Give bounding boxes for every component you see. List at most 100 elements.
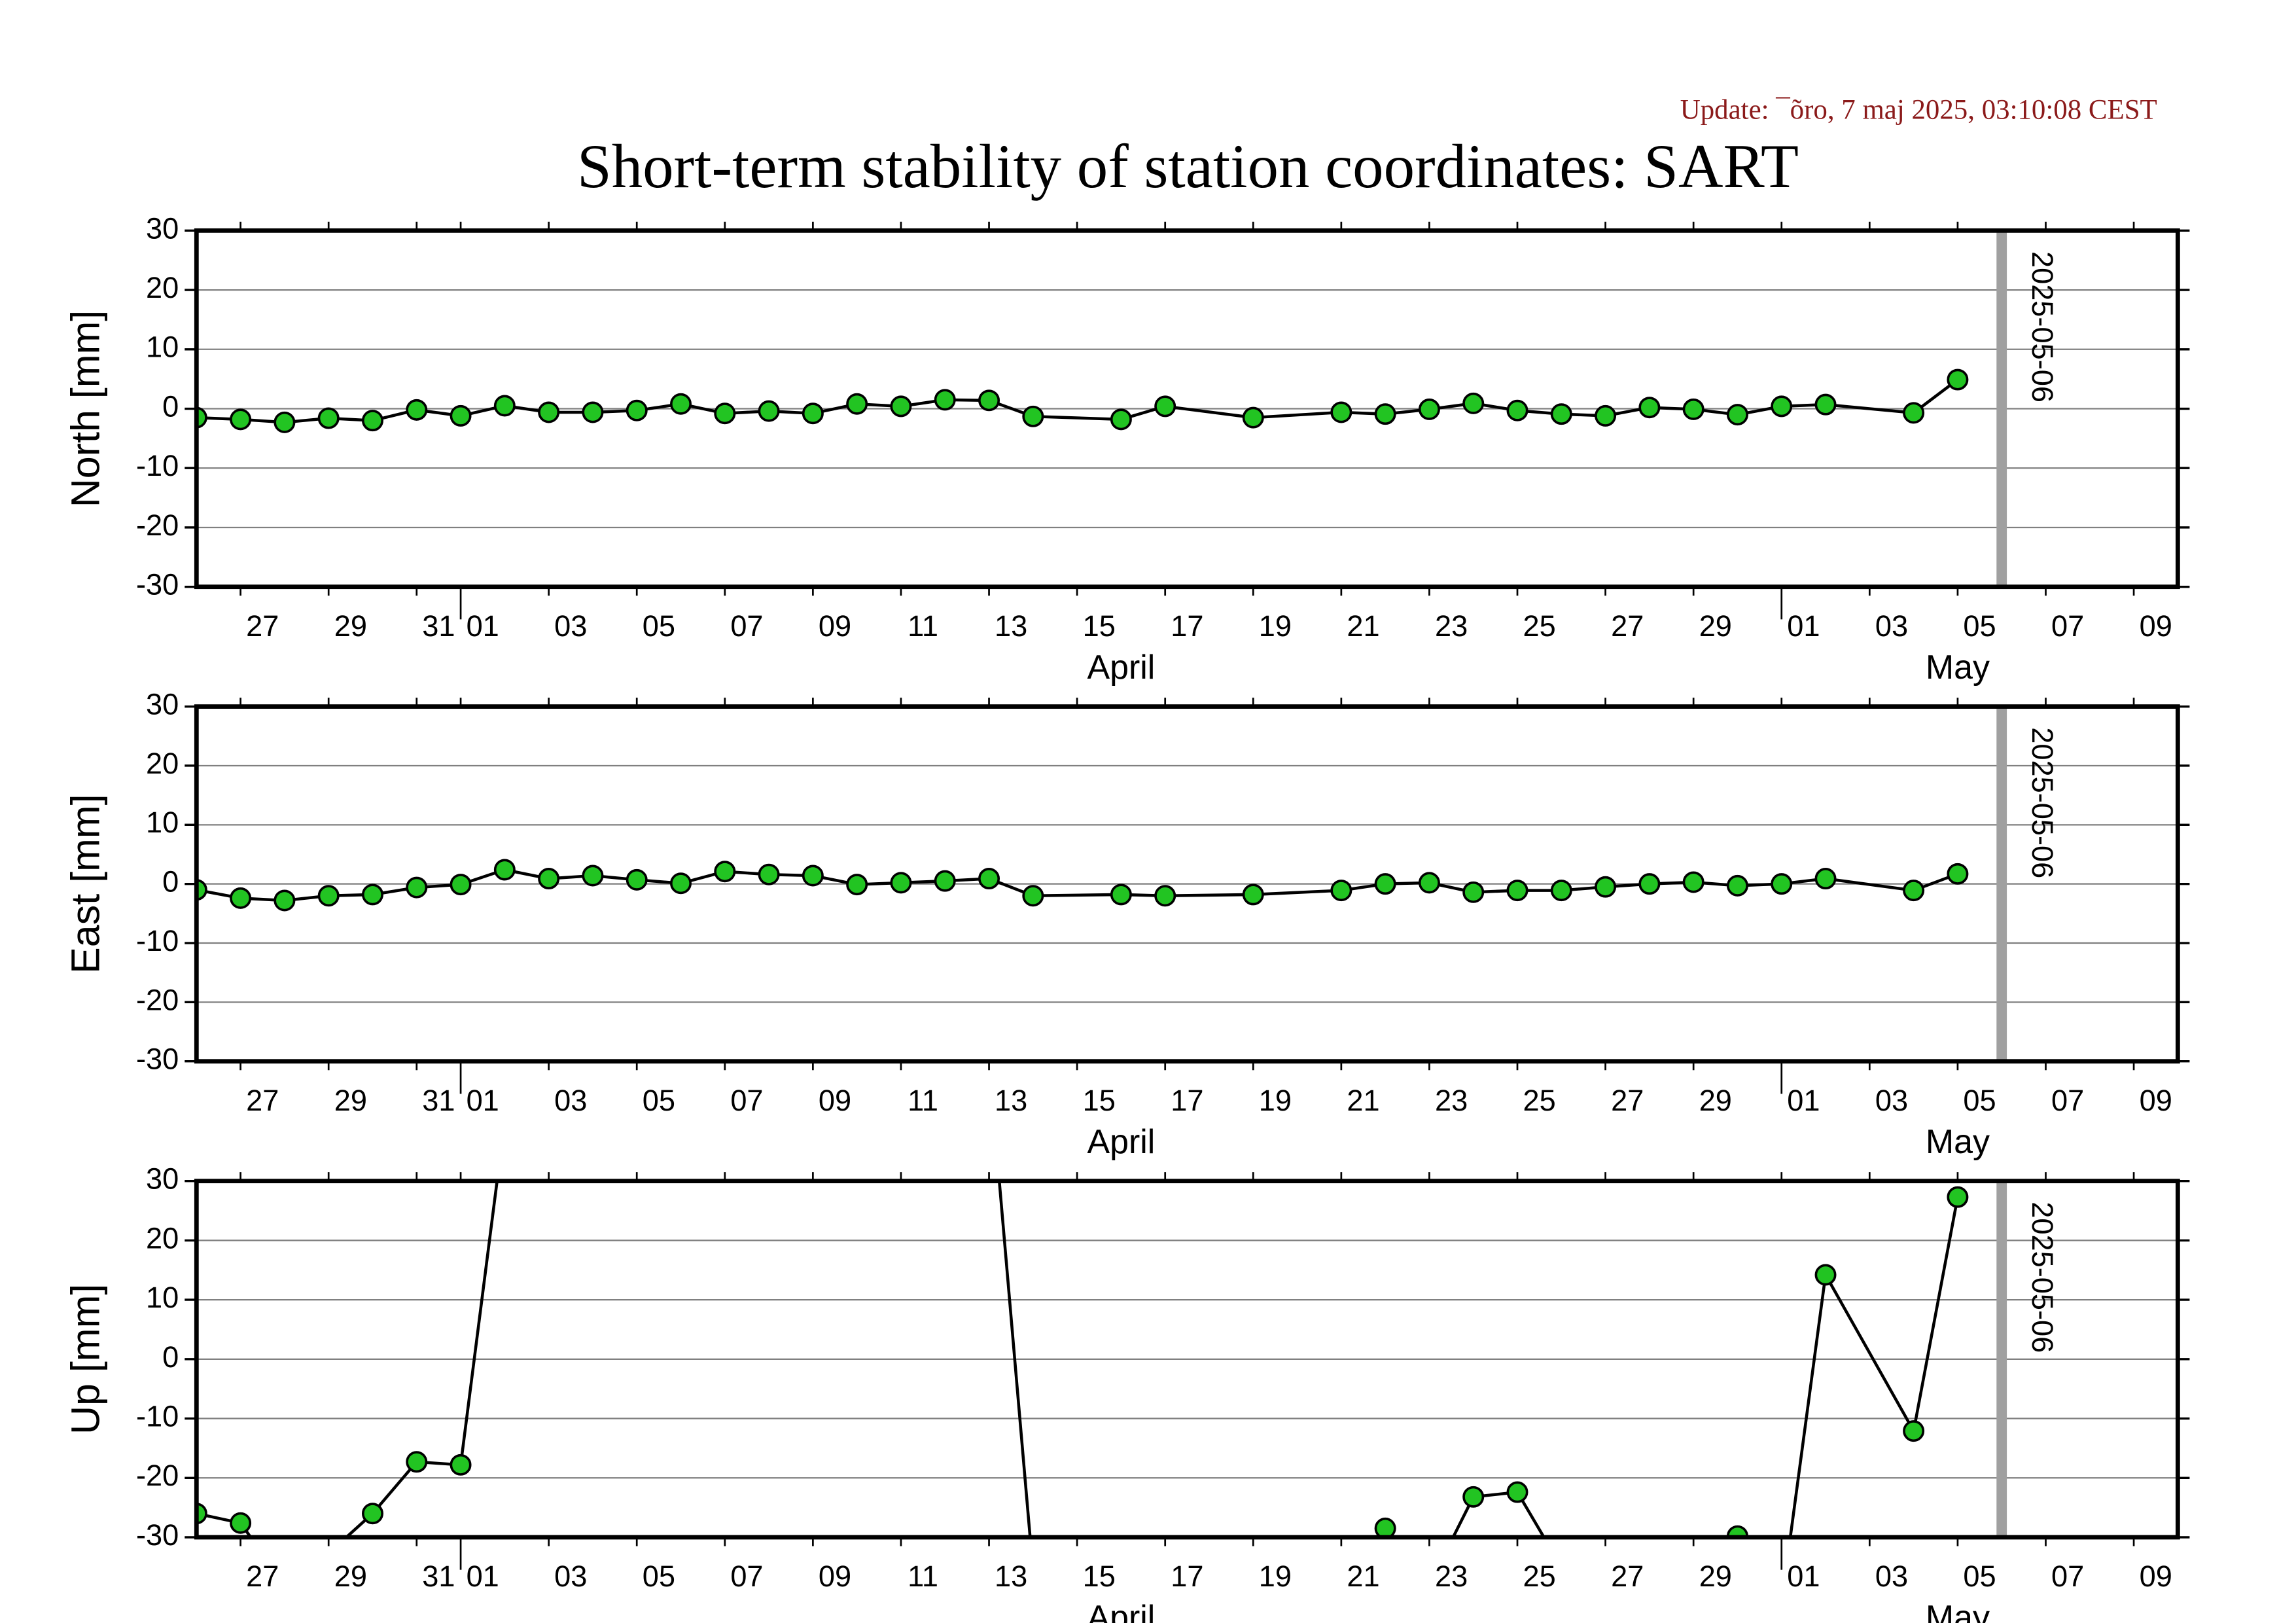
x-tick-label: 21: [1347, 1560, 1379, 1593]
y-tick-label: 10: [146, 806, 179, 839]
x-tick-label: 15: [1083, 1084, 1116, 1117]
x-tick-label: 15: [1083, 1560, 1116, 1593]
y-tick-label: 20: [146, 747, 179, 780]
data-point: [934, 389, 956, 411]
y-axis-label: North [mm]: [63, 310, 108, 508]
data-point: [978, 389, 1000, 412]
data-point: [890, 395, 912, 418]
y-axis-label: East [mm]: [63, 794, 108, 973]
x-tick-label: 29: [334, 1560, 367, 1593]
date-marker-label: 2025-05-06: [2026, 1202, 2059, 1353]
x-tick-label: 31: [422, 1084, 455, 1117]
plot-frame: [194, 704, 2180, 1064]
data-point: [1903, 880, 1925, 902]
x-tick-label: 27: [246, 609, 279, 643]
x-tick-label: 05: [1963, 1084, 1996, 1117]
data-point: [1682, 398, 1704, 420]
data-point: [1726, 404, 1748, 426]
data-point: [582, 865, 604, 887]
data-point: [450, 874, 472, 896]
data-point: [1947, 1186, 1969, 1208]
x-tick-label: 13: [995, 1084, 1027, 1117]
y-tick-label: -10: [136, 449, 179, 482]
x-tick-label: 03: [1875, 609, 1908, 643]
data-point: [1638, 873, 1661, 895]
data-point: [406, 876, 428, 899]
data-point: [1242, 406, 1264, 429]
x-tick-label: 27: [246, 1560, 279, 1593]
data-point: [1726, 874, 1748, 897]
x-tick-label: 05: [1963, 1560, 1996, 1593]
data-point: [626, 868, 648, 891]
data-point: [1903, 402, 1925, 424]
y-tick-label: -20: [136, 1459, 179, 1492]
x-tick-label: 09: [2140, 1560, 2172, 1593]
x-tick-label: 15: [1083, 609, 1116, 643]
month-label: May: [1926, 1599, 1990, 1623]
x-tick-label: 07: [2051, 1560, 2084, 1593]
x-tick-label: 03: [1875, 1560, 1908, 1593]
x-tick-label: 07: [730, 609, 763, 643]
x-tick-label: 09: [819, 609, 851, 643]
x-tick-label: 27: [1611, 1084, 1644, 1117]
x-tick-label: 25: [1523, 1084, 1556, 1117]
data-point: [1242, 883, 1264, 906]
y-tick-label: -10: [136, 924, 179, 957]
data-point: [1418, 872, 1440, 894]
update-stamp: Update: ¯õro, 7 maj 2025, 03:10:08 CEST: [1680, 94, 2157, 125]
y-tick-label: 0: [162, 389, 179, 423]
x-tick-label: 13: [995, 1560, 1027, 1593]
x-tick-label: 29: [1699, 609, 1732, 643]
x-tick-label: 19: [1259, 609, 1292, 643]
y-tick-label: -30: [136, 568, 179, 601]
x-tick-label: 25: [1523, 609, 1556, 643]
x-tick-label: 21: [1347, 609, 1379, 643]
x-tick-label: 19: [1259, 1084, 1292, 1117]
data-point: [1771, 395, 1793, 418]
month-label: April: [1087, 649, 1155, 687]
data-point: [1022, 405, 1044, 427]
data-point: [1506, 880, 1528, 902]
x-tick-label: 07: [730, 1560, 763, 1593]
x-tick-label: 27: [246, 1084, 279, 1117]
data-point: [450, 404, 472, 427]
y-tick-label: 20: [146, 1221, 179, 1255]
x-tick-label: 29: [334, 609, 367, 643]
x-tick-label: 01: [467, 1560, 499, 1593]
data-point: [1506, 399, 1528, 421]
data-point: [1550, 880, 1572, 902]
x-tick-label: 11: [908, 1560, 938, 1593]
x-tick-label: 29: [334, 1084, 367, 1117]
x-tick-label: 17: [1171, 1084, 1203, 1117]
y-tick-label: 30: [146, 1162, 179, 1196]
x-tick-label: 05: [1963, 609, 1996, 643]
plot-area: [196, 859, 1969, 912]
data-point: [714, 402, 736, 425]
data-point: [538, 868, 560, 890]
x-tick-label: 07: [2051, 609, 2084, 643]
data-point: [1947, 863, 1969, 885]
data-point: [361, 883, 383, 906]
data-point: [1550, 403, 1572, 425]
month-label: April: [1087, 1123, 1155, 1161]
data-point: [196, 1503, 207, 1525]
data-point: [1814, 393, 1837, 416]
y-tick-label: -10: [136, 1399, 179, 1433]
data-point: [802, 865, 824, 887]
x-tick-label: 23: [1435, 1560, 1468, 1593]
x-tick-label: 03: [554, 609, 587, 643]
data-point: [1462, 1486, 1485, 1508]
data-point: [846, 874, 868, 896]
x-tick-label: 07: [730, 1084, 763, 1117]
y-tick-label: 0: [162, 1340, 179, 1374]
x-tick-label: 21: [1347, 1084, 1379, 1117]
x-tick-label: 31: [422, 609, 455, 643]
plot-frame: [194, 228, 2180, 590]
data-point: [406, 1451, 428, 1473]
x-tick-label: 09: [2140, 609, 2172, 643]
plot-area: [196, 368, 1969, 433]
data-point: [1462, 392, 1485, 414]
data-point: [1595, 876, 1617, 898]
